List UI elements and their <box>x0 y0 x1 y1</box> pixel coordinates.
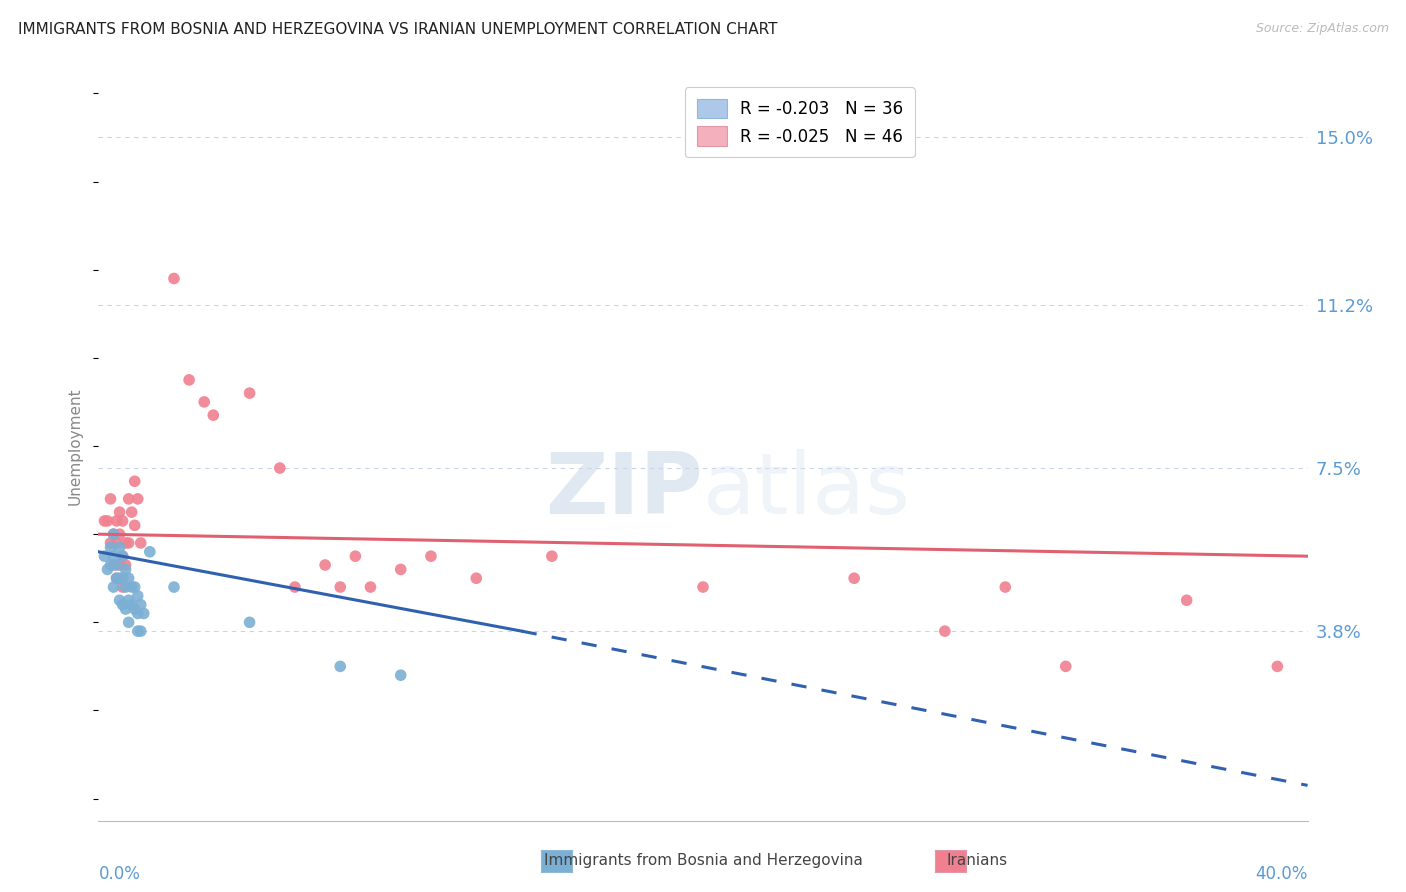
Point <box>105 536 128 550</box>
Point <box>179 373 201 387</box>
Point <box>129 624 152 639</box>
Point <box>420 549 443 564</box>
Point <box>121 505 143 519</box>
Point <box>108 571 131 585</box>
Point <box>193 395 215 409</box>
Point <box>118 536 141 550</box>
Point <box>100 541 122 555</box>
Point <box>100 491 122 506</box>
Point <box>96 514 118 528</box>
Point <box>284 580 307 594</box>
Point <box>124 475 146 489</box>
Point <box>692 580 714 594</box>
Point <box>329 659 352 673</box>
Text: 0.0%: 0.0% <box>98 864 141 883</box>
Point <box>239 615 262 630</box>
Point <box>93 514 115 528</box>
Point <box>93 549 115 564</box>
Point <box>108 541 131 555</box>
Point <box>103 580 125 594</box>
Point <box>114 580 136 594</box>
Point <box>103 549 125 564</box>
Point <box>96 562 118 576</box>
Point <box>540 549 562 564</box>
Point <box>103 527 125 541</box>
Point <box>108 505 131 519</box>
Point <box>100 536 122 550</box>
Point <box>132 607 155 621</box>
Text: ZIP: ZIP <box>546 450 703 533</box>
Point <box>934 624 956 639</box>
Point <box>124 518 146 533</box>
Point <box>103 527 125 541</box>
Point <box>105 514 128 528</box>
Point <box>118 593 141 607</box>
Point <box>994 580 1017 594</box>
Point <box>118 615 141 630</box>
Point <box>269 461 291 475</box>
Point <box>105 571 128 585</box>
Text: IMMIGRANTS FROM BOSNIA AND HERZEGOVINA VS IRANIAN UNEMPLOYMENT CORRELATION CHART: IMMIGRANTS FROM BOSNIA AND HERZEGOVINA V… <box>18 22 778 37</box>
Point <box>124 602 146 616</box>
Point <box>465 571 488 585</box>
Point <box>389 668 412 682</box>
Text: Immigrants from Bosnia and Herzegovina: Immigrants from Bosnia and Herzegovina <box>544 854 862 868</box>
Point <box>111 598 134 612</box>
Point <box>127 607 149 621</box>
Point <box>111 580 134 594</box>
Text: Source: ZipAtlas.com: Source: ZipAtlas.com <box>1256 22 1389 36</box>
Point <box>105 558 128 572</box>
Point <box>239 386 262 401</box>
Point <box>114 536 136 550</box>
Point <box>163 271 186 285</box>
Point <box>389 562 412 576</box>
Point <box>108 527 131 541</box>
Point <box>129 536 152 550</box>
Point <box>127 491 149 506</box>
Point <box>129 598 152 612</box>
Point <box>114 602 136 616</box>
Point <box>111 514 134 528</box>
Point <box>314 558 336 572</box>
Point <box>1054 659 1077 673</box>
Point <box>1175 593 1198 607</box>
Point <box>111 549 134 564</box>
Point <box>124 580 146 594</box>
Point <box>108 558 131 572</box>
Point <box>114 558 136 572</box>
Point <box>114 562 136 576</box>
Point <box>844 571 866 585</box>
Text: 40.0%: 40.0% <box>1256 864 1308 883</box>
Y-axis label: Unemployment: Unemployment <box>67 387 83 505</box>
Text: atlas: atlas <box>703 450 911 533</box>
Point <box>100 558 122 572</box>
Text: Iranians: Iranians <box>946 854 1008 868</box>
Point <box>127 624 149 639</box>
Point <box>127 589 149 603</box>
Point <box>1267 659 1289 673</box>
Legend: R = -0.203   N = 36, R = -0.025   N = 46: R = -0.203 N = 36, R = -0.025 N = 46 <box>685 87 915 157</box>
Point <box>103 558 125 572</box>
Point <box>118 571 141 585</box>
Point <box>360 580 382 594</box>
Point <box>139 545 162 559</box>
Point <box>202 408 225 422</box>
Point <box>118 491 141 506</box>
Point <box>344 549 367 564</box>
Point <box>108 593 131 607</box>
Point <box>163 580 186 594</box>
Point <box>329 580 352 594</box>
Point <box>121 580 143 594</box>
Point <box>111 571 134 585</box>
Point <box>121 598 143 612</box>
Point <box>111 549 134 564</box>
Point <box>105 571 128 585</box>
